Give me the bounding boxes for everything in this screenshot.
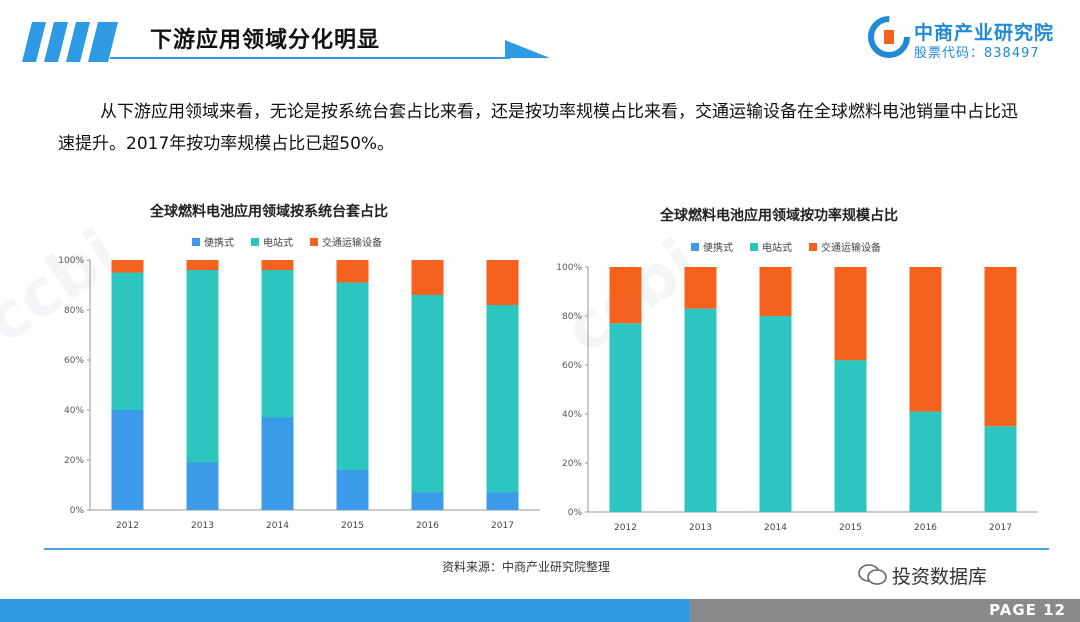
- bar-segment: [411, 260, 444, 295]
- company-logo: 中商产业研究院 股票代码：838497: [868, 16, 1068, 61]
- bars: [609, 267, 1017, 512]
- bar-segment: [609, 323, 642, 512]
- footer: PAGE 12: [0, 599, 1080, 622]
- bar-segment: [486, 305, 519, 493]
- logo-stock-code: 股票代码：838497: [914, 46, 1040, 61]
- intro-paragraph: 从下游应用领域来看，无论是按系统台套占比来看，还是按功率规模占比来看，交通运输设…: [58, 102, 1018, 154]
- y-axis: 0% 20% 40% 60% 80% 100%: [556, 263, 1038, 518]
- source-note: 资料来源：中商产业研究院整理: [442, 560, 611, 574]
- x-axis: 2012 2013 2014 2015 2016 2017: [116, 521, 514, 531]
- legend-label: 电站式: [263, 236, 293, 249]
- y-tick-label: 100%: [58, 256, 84, 266]
- footer-bar: [0, 599, 690, 622]
- y-tick-label: 80%: [562, 312, 582, 322]
- bar-segment: [336, 260, 369, 283]
- bar-segment: [111, 260, 144, 273]
- x-tick-label: 2012: [614, 523, 637, 533]
- header-stripes: [22, 22, 118, 62]
- x-tick-label: 2012: [116, 521, 139, 531]
- bar-segment: [261, 260, 294, 270]
- bar-segment: [261, 270, 294, 418]
- chart-power-scale: 全球燃料电池应用领域按功率规模占比 便携式 电站式 交通运输设备 0% 20% 40% 6…: [556, 207, 1038, 533]
- x-axis: 2012 2013 2014 2015 2016 2017: [614, 523, 1012, 533]
- footer-page-area: [690, 599, 1080, 622]
- bars: [111, 260, 519, 510]
- bar-segment: [909, 267, 942, 412]
- bar-segment: [834, 267, 867, 361]
- legend-swatch: [691, 243, 699, 251]
- bar-segment: [834, 360, 867, 512]
- x-tick-label: 2013: [191, 521, 214, 531]
- legend-swatch: [750, 243, 758, 251]
- y-tick-label: 40%: [562, 410, 582, 420]
- y-tick-label: 100%: [556, 263, 582, 273]
- bar-segment: [411, 295, 444, 493]
- bar-segment: [984, 267, 1017, 427]
- wechat-account: 投资数据库: [892, 562, 987, 589]
- chart-legend: 便携式 电站式 交通运输设备: [691, 241, 881, 254]
- x-tick-label: 2014: [764, 523, 787, 533]
- source-divider: [44, 548, 1049, 550]
- chart-legend: 便携式 电站式 交通运输设备: [192, 236, 382, 249]
- bar-segment: [984, 426, 1017, 512]
- bar-segment: [336, 470, 369, 510]
- bar-segment: [261, 417, 294, 510]
- page-title: 下游应用领域分化明显: [150, 28, 381, 53]
- y-tick-label: 0%: [70, 506, 85, 516]
- legend-swatch: [809, 243, 817, 251]
- x-tick-label: 2017: [491, 521, 514, 531]
- x-tick-label: 2013: [689, 523, 712, 533]
- page-number: PAGE 12: [989, 601, 1066, 619]
- y-tick-label: 40%: [64, 406, 84, 416]
- logo-icon: [868, 16, 910, 58]
- bar-segment: [336, 282, 369, 470]
- legend-label: 便携式: [703, 241, 733, 254]
- y-tick-label: 60%: [64, 356, 84, 366]
- x-tick-label: 2016: [914, 523, 937, 533]
- y-axis: 0% 20% 40% 60% 80% 100%: [58, 256, 540, 516]
- bar-segment: [186, 462, 219, 510]
- y-tick-label: 20%: [562, 459, 582, 469]
- bar-segment: [486, 492, 519, 510]
- x-tick-label: 2015: [839, 523, 862, 533]
- bar-segment: [186, 270, 219, 463]
- legend-label: 便携式: [204, 236, 234, 249]
- legend-swatch: [192, 238, 200, 246]
- y-tick-label: 20%: [64, 456, 84, 466]
- bar-segment: [411, 492, 444, 510]
- x-tick-label: 2015: [341, 521, 364, 531]
- legend-label: 交通运输设备: [322, 236, 382, 249]
- header: 下游应用领域分化明显 中商产业研究院 股票代码：838497: [0, 0, 1080, 70]
- wechat-label: 投资数据库: [892, 566, 988, 588]
- y-tick-label: 80%: [64, 306, 84, 316]
- bar-segment: [111, 272, 144, 410]
- legend-swatch: [251, 238, 259, 246]
- chart-system-units: 全球燃料电池应用领域按系统台套占比 便携式 电站式 交通运输设备 0% 20% 40% 6…: [58, 203, 540, 531]
- bar-segment: [684, 267, 717, 309]
- bar-segment: [759, 267, 792, 316]
- legend-label: 交通运输设备: [821, 241, 881, 254]
- bar-segment: [684, 308, 717, 512]
- bar-segment: [186, 260, 219, 270]
- bar-segment: [111, 410, 144, 510]
- chart-title: 全球燃料电池应用领域按功率规模占比: [659, 207, 898, 224]
- legend-swatch: [310, 238, 318, 246]
- wechat-icon: [858, 564, 887, 585]
- chart-title: 全球燃料电池应用领域按系统台套占比: [149, 203, 388, 220]
- x-tick-label: 2014: [266, 521, 289, 531]
- bar-segment: [759, 316, 792, 512]
- x-tick-label: 2017: [989, 523, 1012, 533]
- y-tick-label: 60%: [562, 361, 582, 371]
- bar-segment: [609, 267, 642, 324]
- x-tick-label: 2016: [416, 521, 439, 531]
- y-tick-label: 0%: [568, 508, 583, 518]
- title-underline: [110, 40, 550, 59]
- legend-label: 电站式: [762, 241, 792, 254]
- logo-name: 中商产业研究院: [914, 22, 1055, 44]
- bar-segment: [486, 260, 519, 305]
- bar-segment: [909, 411, 942, 512]
